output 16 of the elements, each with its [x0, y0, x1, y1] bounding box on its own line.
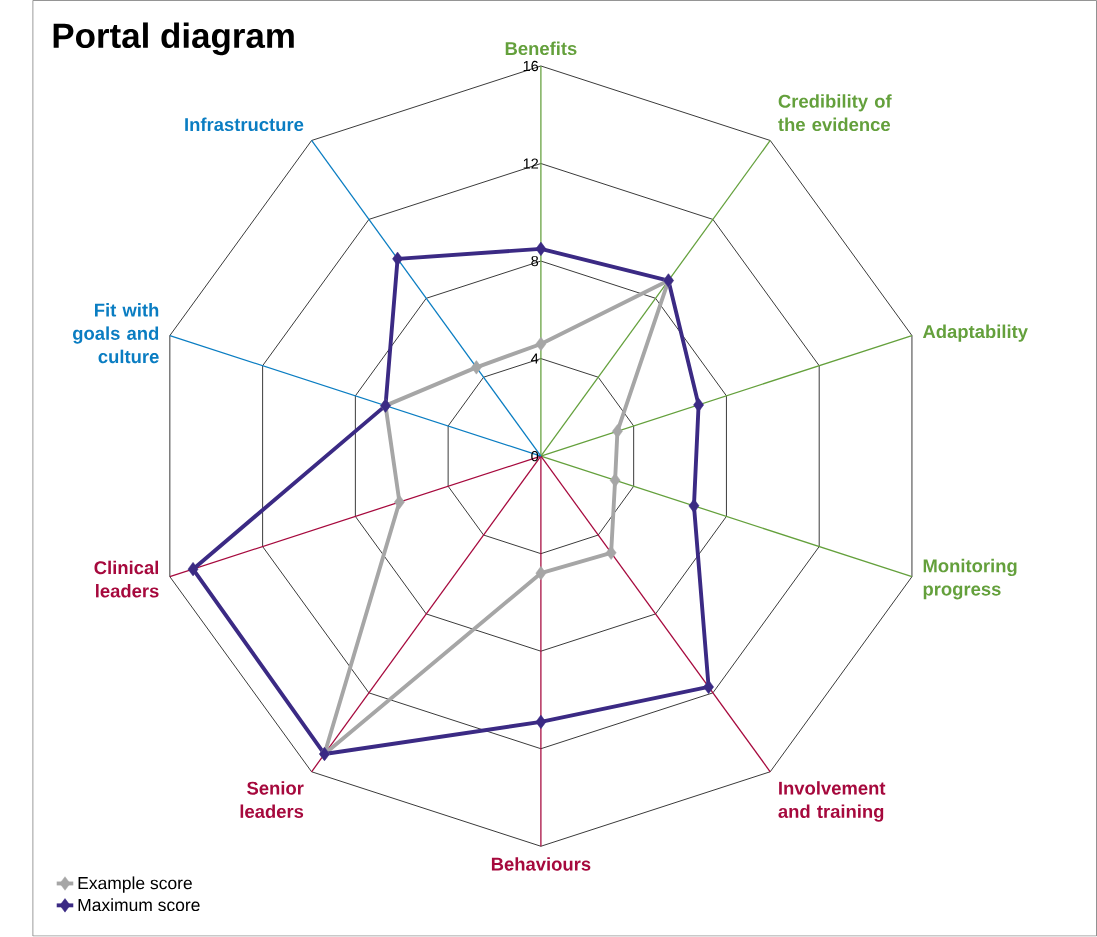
chart-title: Portal diagram: [53, 22, 294, 56]
spoke-label: Senior leaders: [240, 781, 304, 819]
y-tick-label: 8: [531, 256, 539, 267]
spoke-label: Credibility of the evidence: [778, 94, 892, 132]
spoke-label: Clinical leaders: [94, 560, 159, 598]
spoke-label: Benefits: [505, 41, 577, 56]
spoke-label: Fit with goals and culture: [73, 303, 159, 364]
y-tick-label: 16: [523, 61, 539, 72]
y-tick-label: 12: [523, 158, 539, 169]
spoke-label: Adaptability: [922, 324, 1028, 342]
spoke-label: Infrastructure: [185, 117, 304, 132]
spoke-label: Behaviours: [491, 857, 591, 871]
spoke-label: Monitoring progress: [923, 559, 1017, 600]
legend-label: Maximum score: [78, 898, 200, 912]
spoke-label: Involvement and training: [778, 781, 886, 822]
legend-label: Example score: [78, 876, 192, 893]
